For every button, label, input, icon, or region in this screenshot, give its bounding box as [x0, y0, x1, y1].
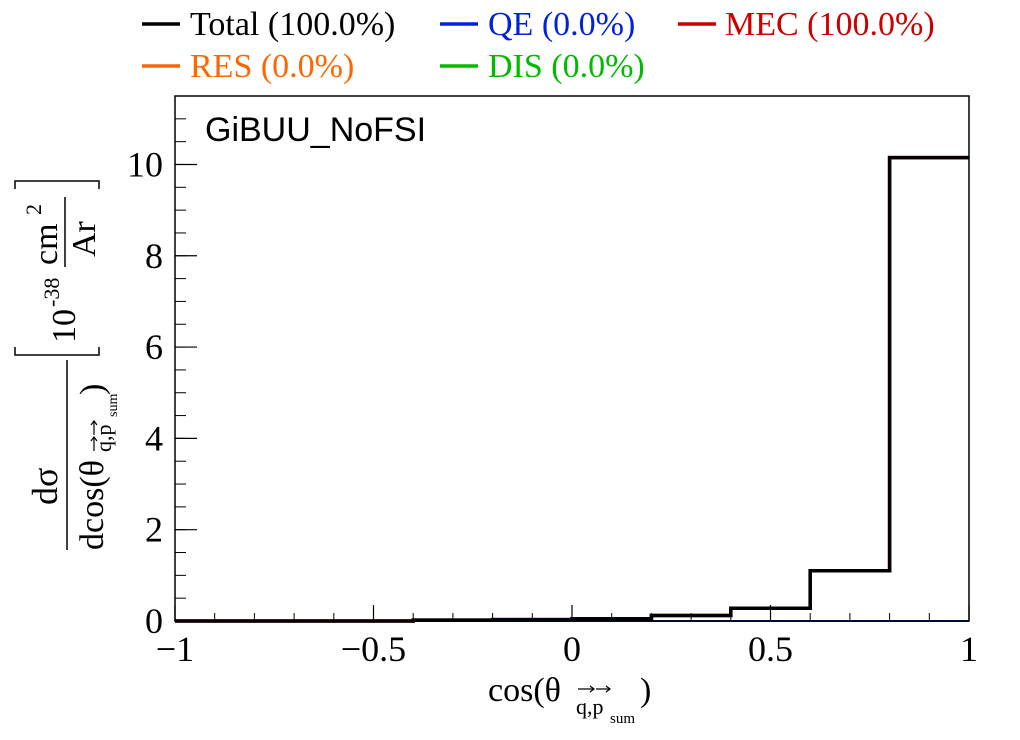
y-axis-label-denominator-main: dcos(θ [74, 460, 111, 550]
x-axis-label-vector-arrows [578, 685, 611, 693]
x-axis-label-close: ) [640, 672, 651, 709]
y-tick-label: 10 [127, 144, 163, 184]
x-axis-label-subsub: sum [610, 711, 635, 727]
y-axis-label-denominator-close: ) [74, 384, 111, 395]
chart-annotation: GiBUU_NoFSI [205, 111, 426, 149]
y-tick-label: 0 [145, 601, 163, 641]
y-axis-label-vector-arrows [90, 420, 98, 451]
x-tick-label: 0 [563, 629, 581, 669]
x-tick-label: 1 [960, 629, 978, 669]
plot-frame [174, 95, 970, 622]
y-axis-label-numerator: dσ [25, 468, 65, 505]
y-axis-unit-numerator: cm [28, 223, 65, 265]
legend-label: Total (100.0%) [190, 6, 395, 43]
y-tick-label: 4 [145, 418, 163, 458]
y-axis-unit-denominator: Ar [66, 220, 103, 257]
y-tick-label: 2 [145, 510, 163, 550]
legend-label: RES (0.0%) [190, 48, 354, 85]
y-axis-unit-left-bracket [14, 347, 100, 356]
x-tick-label: −0.5 [341, 629, 406, 669]
y-axis-label: dσ dcos(θ q,p sum ) 10 -38 cm 2 Ar [14, 180, 121, 550]
series-mec-line [175, 155, 969, 623]
x-axis-label: cos(θ q,p sum ) [488, 672, 651, 727]
y-axis-unit-exponent: -38 [39, 278, 64, 307]
legend: Total (100.0%) QE (0.0%) MEC (100.0%) RES (… [142, 6, 935, 85]
y-axis-label-denominator-subsub: sum [106, 394, 121, 417]
series-layer [175, 155, 969, 623]
x-axis-label-sub: q,p [576, 694, 604, 719]
y-axis-unit-prefix: 10 [46, 309, 83, 343]
series-total-line [175, 155, 969, 623]
legend-label: QE (0.0%) [488, 6, 635, 43]
legend-label: DIS (0.0%) [488, 48, 645, 85]
x-axis-label-main: cos(θ [488, 672, 561, 709]
x-tick-label: 0.5 [748, 629, 793, 669]
y-tick-label: 8 [145, 236, 163, 276]
y-axis-unit-right-bracket [14, 180, 100, 189]
legend-label: MEC (100.0%) [725, 6, 935, 43]
y-tick-label: 6 [145, 327, 163, 367]
x-tick-label: −1 [156, 629, 194, 669]
y-axis-unit-numerator-exponent: 2 [21, 204, 46, 215]
